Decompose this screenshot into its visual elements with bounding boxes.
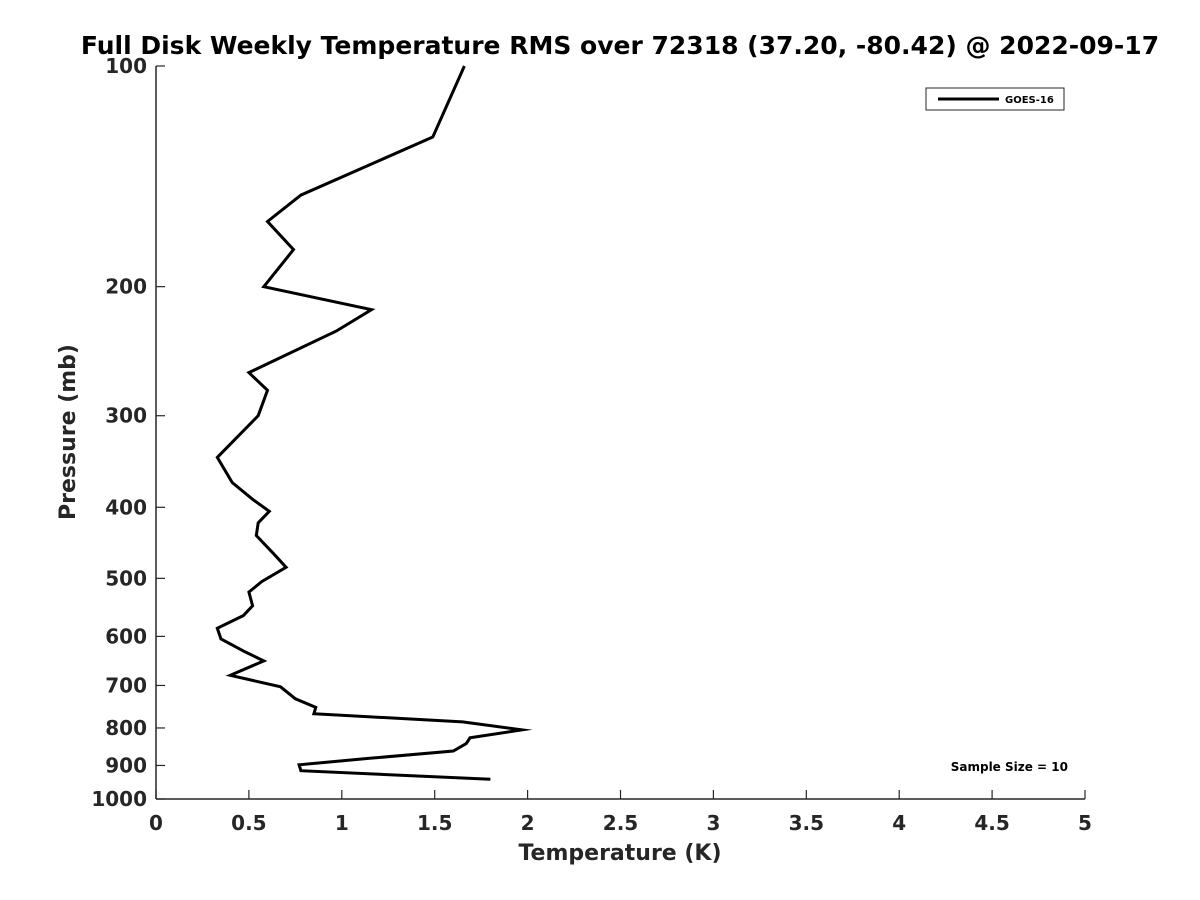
x-tick-label: 1	[335, 811, 349, 835]
y-tick-label: 800	[105, 716, 147, 740]
x-tick-label: 3.5	[789, 811, 824, 835]
x-tick-label: 0.5	[231, 811, 266, 835]
x-tick-label: 3	[706, 811, 720, 835]
x-tick-label: 4.5	[974, 811, 1009, 835]
x-axis-label: Temperature (K)	[518, 841, 721, 866]
y-tick-label: 400	[105, 495, 147, 519]
x-tick-label: 0	[149, 811, 163, 835]
y-tick-label: 900	[105, 753, 147, 777]
x-ticks: 0 0.5 1 1.5 2 2.5 3 3.5 4 4.5 5	[149, 790, 1092, 835]
y-tick-label: 700	[105, 673, 147, 697]
y-tick-label: 300	[105, 404, 147, 428]
y-tick-label: 200	[105, 275, 147, 299]
y-tick-label: 500	[105, 566, 147, 590]
sample-size-annotation: Sample Size = 10	[951, 760, 1068, 774]
x-tick-label: 4	[892, 811, 906, 835]
legend-label-goes-16: GOES-16	[1005, 95, 1054, 106]
x-tick-label: 1.5	[417, 811, 452, 835]
y-ticks: 100 200 300 400 500 600 700 800 900 1000	[91, 54, 165, 811]
y-tick-label: 600	[105, 624, 147, 648]
x-tick-label: 2	[521, 811, 535, 835]
series-group	[215, 65, 533, 781]
x-tick-label: 2.5	[603, 811, 638, 835]
legend: GOES-16	[925, 87, 1065, 111]
chart-title: Full Disk Weekly Temperature RMS over 72…	[81, 31, 1159, 60]
series-line-goes-16	[215, 65, 533, 781]
y-tick-label: 100	[105, 54, 147, 78]
y-tick-label: 1000	[91, 787, 147, 811]
y-axis-label: Pressure (mb)	[56, 344, 81, 520]
x-tick-label: 5	[1078, 811, 1092, 835]
